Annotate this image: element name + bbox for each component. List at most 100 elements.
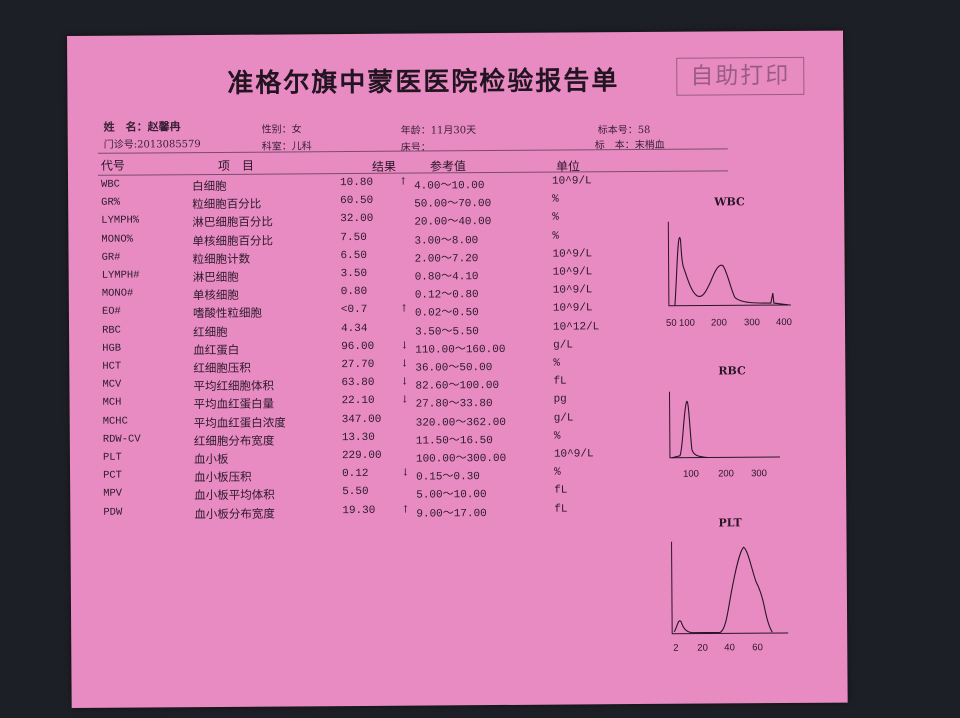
wbc-tick: 50 [665,317,677,329]
cell-code: PLT [102,451,122,464]
cell-code: PDW [103,506,123,519]
cell-code: RDW-CV [102,433,141,446]
cell-result: 229.00 [341,449,382,463]
cell-code: LYMPH% [101,214,140,228]
patient-name: 姓 名：赵馨冉 [103,120,181,134]
cell-code: EO# [101,306,121,319]
cell-flag: ↓ [400,358,409,370]
cell-ref: 50.00～70.00 [414,198,492,211]
cell-unit: pg [553,393,567,407]
cell-result: 22.10 [341,395,375,408]
cell-item: 单核细胞 [192,287,239,303]
cell-unit: g/L [553,339,574,352]
cell-ref: 3.50～5.50 [415,325,479,339]
cell-ref: 20.00～40.00 [414,216,492,229]
self-print-stamp: 自助打印 [676,56,805,96]
wbc-tick: 400 [775,316,792,329]
clinic-number: 门诊号:2013085579 [103,139,201,151]
cell-unit: 10^9/L [552,284,593,297]
cell-code: HGB [102,342,122,355]
cell-result: 5.50 [342,486,369,499]
cell-ref: 5.00～10.00 [416,489,487,502]
cell-ref: 11.50～16.50 [415,434,493,448]
cell-unit: fL [554,484,568,498]
sample-number: 标本号：58 [597,124,651,137]
cell-item: 血红蛋白 [193,342,240,357]
cell-result: 3.50 [340,267,368,281]
col-code: 代号 [100,158,125,173]
cell-result: 63.80 [341,377,375,390]
report-title: 准格尔旗中蒙医医院检验报告单 [227,66,620,99]
cell-unit: % [553,357,560,370]
cell-ref: 110.00～160.00 [415,343,506,357]
rbc-tick: 300 [751,468,767,480]
cell-ref: 3.00～8.00 [414,234,479,248]
cell-result: 0.80 [340,286,368,299]
cell-item: 粒细胞百分比 [192,196,262,212]
table-row: PDW 血小板分布宽度 19.30 ↑ 9.00～17.00 fL [70,503,630,525]
cell-ref: 2.00～7.20 [414,252,479,266]
rbc-tick: 200 [718,468,734,480]
cell-code: GR% [101,196,121,209]
cell-unit: 10^9/L [551,175,592,188]
cell-result: 6.50 [340,249,367,262]
cell-item: 红细胞分布宽度 [193,433,275,448]
cell-result: 347.00 [341,413,382,426]
cell-result: 7.50 [340,231,367,244]
cell-code: HCT [102,360,122,373]
cell-result: 96.00 [341,340,375,353]
cell-item: 淋巴细胞百分比 [192,214,273,230]
wbc-tick: 300 [743,317,760,329]
cell-unit: 10^12/L [553,320,600,334]
cell-unit: % [552,230,560,243]
plt-tick: 20 [697,642,708,654]
divider [97,170,728,176]
cell-result: 19.30 [342,504,376,517]
cell-item: 单核细胞百分比 [192,233,273,248]
cell-code: LYMPH# [101,269,140,282]
cell-result: <0.7 [340,304,368,317]
cell-code: MCHC [102,415,128,428]
cell-ref: 27.80～33.80 [415,398,493,411]
cell-unit: 10^9/L [552,266,593,279]
cell-ref: 0.12～0.80 [414,289,479,302]
col-item: 项 目 [217,158,254,173]
cell-code: PCT [103,469,123,482]
cell-item: 血小板平均体积 [194,487,275,503]
wbc-tick: 200 [710,317,727,329]
cell-ref: 9.00～17.00 [416,507,487,521]
cell-item: 平均血红蛋白浓度 [193,415,286,430]
rbc-histogram-title: RBC [718,364,746,378]
cell-item: 粒细胞计数 [192,251,251,266]
cell-code: RBC [102,324,122,337]
cell-item: 血小板分布宽度 [194,506,275,521]
cell-result: 0.12 [342,468,369,481]
cell-item: 白细胞 [192,178,227,194]
cell-unit: fL [553,375,567,388]
cell-ref: 320.00～362.00 [415,416,506,430]
cell-result: 27.70 [341,358,375,372]
cell-code: WBC [100,178,120,191]
cell-code: MCH [102,397,122,410]
cell-flag: ↓ [401,467,410,479]
cell-unit: % [554,466,561,479]
cell-ref: 100.00～300.00 [415,452,507,466]
patient-age: 年龄：11月30天 [400,125,477,137]
cell-code: GR# [101,251,121,264]
cell-unit: 10^9/L [552,302,593,316]
cell-flag: ↓ [400,395,409,407]
cell-item: 血小板 [193,451,229,467]
cell-ref: 36.00～50.00 [415,362,493,375]
cell-item: 血小板压积 [194,469,252,485]
cell-result: 10.80 [339,176,374,190]
cell-result: 60.50 [340,195,374,208]
cell-code: MONO# [101,287,134,300]
rbc-tick: 100 [683,468,699,480]
cell-unit: 10^9/L [553,448,594,461]
cell-unit: fL [554,503,568,516]
results-table: WBC 白细胞 10.80 ↑ 4.00～10.00 10^9/L GR% 粒细胞百分比 60.… [67,31,843,520]
cell-unit: 10^9/L [552,248,593,261]
cell-code: MONO% [101,233,133,246]
cell-result: 4.34 [341,322,368,335]
cell-item: 红细胞 [193,324,228,339]
